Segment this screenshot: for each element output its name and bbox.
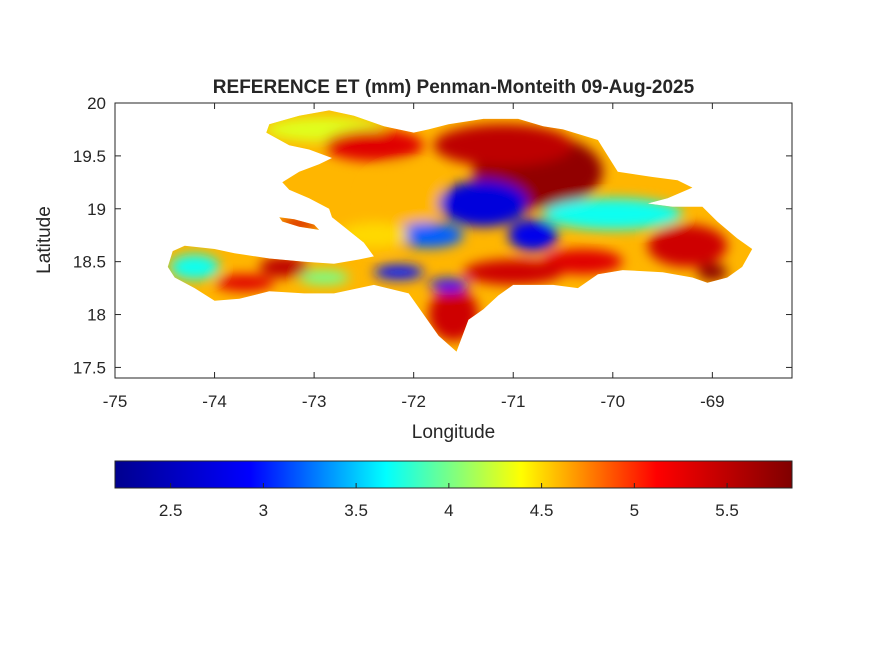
et-value-patch xyxy=(433,124,573,167)
et-value-patch xyxy=(324,129,424,162)
colorbar-tick-label: 3 xyxy=(259,501,268,520)
colorbar-tick-label: 4 xyxy=(444,501,453,520)
y-tick-label: 19 xyxy=(87,200,106,219)
et-value-patch xyxy=(373,264,424,280)
y-tick-label: 18 xyxy=(87,306,106,325)
et-map-layer xyxy=(167,110,753,352)
et-value-patch xyxy=(259,256,310,278)
colorbar-tick-label: 2.5 xyxy=(159,501,183,520)
et-value-patch xyxy=(363,166,444,230)
et-value-patch xyxy=(543,198,683,230)
y-axis-ticks: 17.5 18 18.5 19 19.5 20 xyxy=(73,94,792,377)
colorbar-ticks: 2.5 3 3.5 4 4.5 5 5.5 xyxy=(159,483,739,520)
et-value-patch xyxy=(299,270,349,285)
colorbar: 2.5 3 3.5 4 4.5 5 5.5 xyxy=(114,460,793,520)
x-tick-label: -72 xyxy=(401,392,426,411)
x-tick-label: -75 xyxy=(103,392,128,411)
et-value-patch xyxy=(697,263,728,281)
colorbar-tick-label: 4.5 xyxy=(530,501,554,520)
colorbar-tick-label: 5.5 xyxy=(715,501,739,520)
y-tick-label: 19.5 xyxy=(73,147,106,166)
colorbar-gradient xyxy=(114,460,793,489)
x-tick-label: -73 xyxy=(302,392,327,411)
et-value-pattern xyxy=(169,116,728,341)
et-value-patch xyxy=(543,248,623,275)
et-value-patch xyxy=(438,180,529,227)
x-tick-label: -74 xyxy=(202,392,227,411)
et-value-patch xyxy=(647,224,728,267)
chart-title: REFERENCE ET (mm) Penman-Monteith 09-Aug… xyxy=(213,77,695,98)
map-axes-box xyxy=(114,102,793,379)
y-tick-label: 20 xyxy=(87,94,106,113)
et-value-patch xyxy=(214,274,275,292)
x-tick-label: -70 xyxy=(601,392,626,411)
colorbar-tick-label: 5 xyxy=(630,501,639,520)
y-axis-label: Latitude xyxy=(34,206,55,274)
et-value-patch xyxy=(428,278,469,292)
colorbar-tick-label: 3.5 xyxy=(344,501,368,520)
x-tick-label: -69 xyxy=(700,392,725,411)
et-value-patch xyxy=(463,259,564,285)
map-axes: -75 -74 -73 -72 -71 -70 -69 17.5 18 18.5 19 19.5 20 xyxy=(73,94,793,411)
x-tick-label: -71 xyxy=(501,392,526,411)
et-value-patch xyxy=(393,222,464,248)
x-axis-label: Longitude xyxy=(412,422,495,443)
et-value-patch xyxy=(508,219,559,252)
et-value-patch xyxy=(169,254,220,280)
y-tick-label: 18.5 xyxy=(73,253,106,272)
x-axis-ticks: -75 -74 -73 -72 -71 -70 -69 xyxy=(103,103,725,411)
y-tick-label: 17.5 xyxy=(73,358,106,377)
